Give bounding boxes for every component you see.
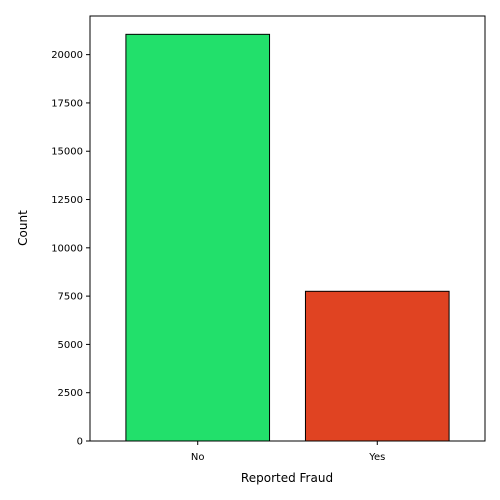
- x-tick-label-yes: Yes: [368, 452, 385, 463]
- x-tick-label-no: No: [191, 452, 205, 463]
- x-axis-label: Reported Fraud: [241, 471, 333, 485]
- y-tick-label: 5000: [58, 340, 83, 351]
- y-axis: 0 2500 5000 7500 10000 12500 15000 17500 20000: [51, 50, 90, 448]
- x-axis: No Yes: [191, 441, 385, 463]
- y-tick-label: 15000: [51, 147, 83, 158]
- y-tick-label: 0: [77, 437, 83, 448]
- bar-no: [125, 33, 271, 442]
- bar-yes: [304, 290, 450, 442]
- y-axis-label: Count: [16, 210, 30, 246]
- y-tick-label: 17500: [51, 98, 83, 109]
- y-tick-label: 10000: [51, 243, 83, 254]
- y-tick-label: 20000: [51, 50, 83, 61]
- plot-frame: [89, 15, 486, 442]
- bars-group: [125, 33, 450, 442]
- y-tick-label: 7500: [58, 292, 83, 303]
- y-tick-label: 2500: [58, 388, 83, 399]
- y-tick-label: 12500: [51, 195, 83, 206]
